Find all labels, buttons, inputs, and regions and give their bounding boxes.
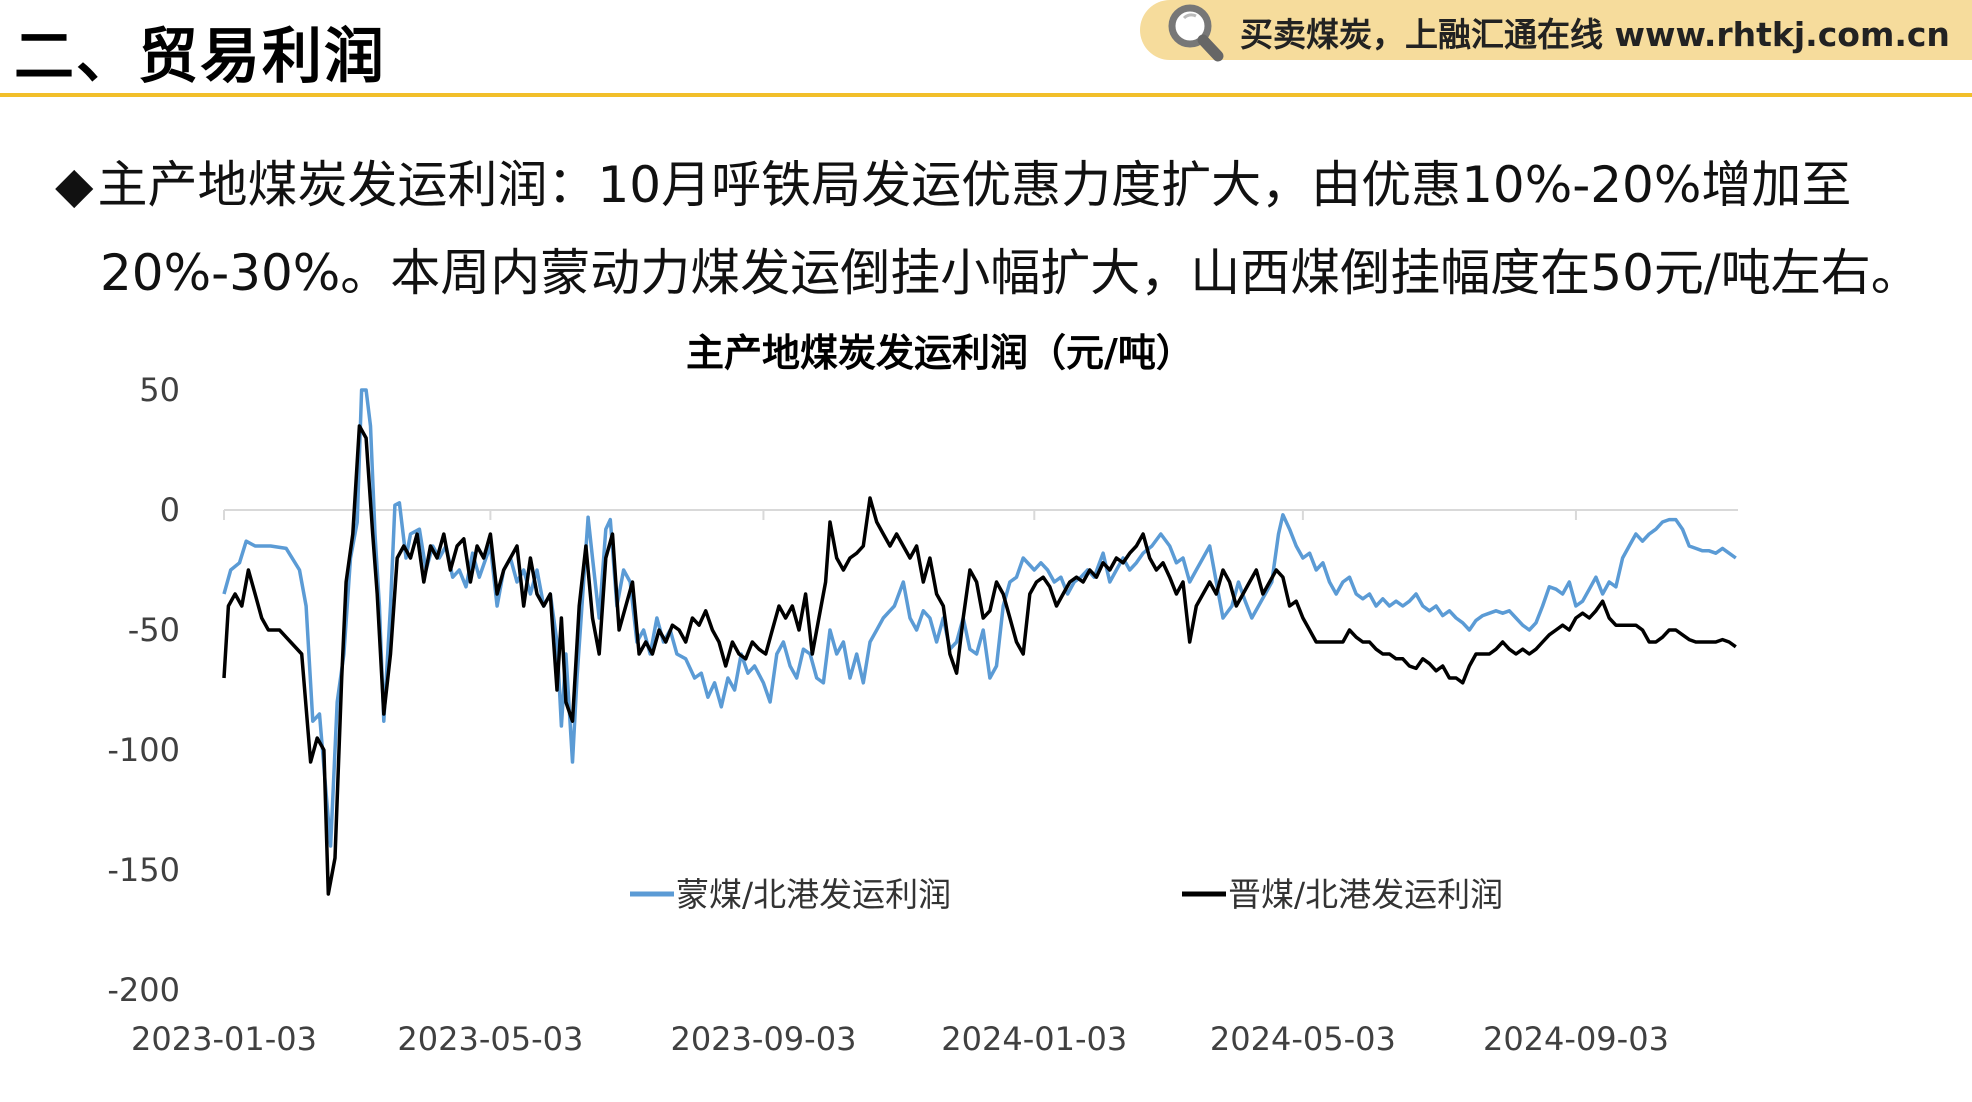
y-tick-label: -100 bbox=[107, 731, 180, 769]
banner-text: 买卖煤炭，上融汇通在线 www.rhtkj.com.cn bbox=[1240, 15, 1950, 54]
bullet-diamond: ◆ bbox=[55, 156, 94, 214]
x-tick-label: 2024-01-03 bbox=[941, 1020, 1127, 1058]
y-tick-label: -50 bbox=[128, 611, 180, 649]
chart-title: 主产地煤炭发运利润（元/吨） bbox=[686, 331, 1194, 375]
search-icon bbox=[1168, 4, 1224, 62]
x-tick-label: 2023-09-03 bbox=[670, 1020, 856, 1058]
series-line-jin-coal bbox=[222, 424, 1737, 896]
legend-label-2: 晋煤/北港发运利润 bbox=[1228, 875, 1503, 914]
header-divider bbox=[0, 93, 1972, 97]
x-tick-label: 2023-01-03 bbox=[131, 1020, 317, 1058]
section-title: 二、贸易利润 bbox=[14, 22, 386, 92]
y-tick-label: 50 bbox=[139, 371, 180, 409]
y-tick-label: -150 bbox=[107, 851, 180, 889]
summary-text-1: 主产地煤炭发运利润：10月呼铁局发运优惠力度扩大，由优惠10%-20%增加至 bbox=[97, 156, 1852, 214]
legend-label-1: 蒙煤/北港发运利润 bbox=[676, 875, 951, 914]
header-banner: 买卖煤炭，上融汇通在线 www.rhtkj.com.cn bbox=[1140, 0, 1972, 62]
y-tick-label: -200 bbox=[107, 971, 180, 1009]
y-tick-label: 0 bbox=[160, 491, 180, 529]
x-tick-label: 2024-09-03 bbox=[1483, 1020, 1669, 1058]
summary-line-2: 20%-30%。本周内蒙动力煤发运倒挂小幅扩大，山西煤倒挂幅度在50元/吨左右。 bbox=[100, 244, 1921, 302]
x-tick-label: 2023-05-03 bbox=[397, 1020, 583, 1058]
summary-line-1: ◆主产地煤炭发运利润：10月呼铁局发运优惠力度扩大，由优惠10%-20%增加至 bbox=[55, 145, 1851, 217]
x-tick-label: 2024-05-03 bbox=[1210, 1020, 1396, 1058]
series-line-meng-coal bbox=[222, 388, 1737, 848]
